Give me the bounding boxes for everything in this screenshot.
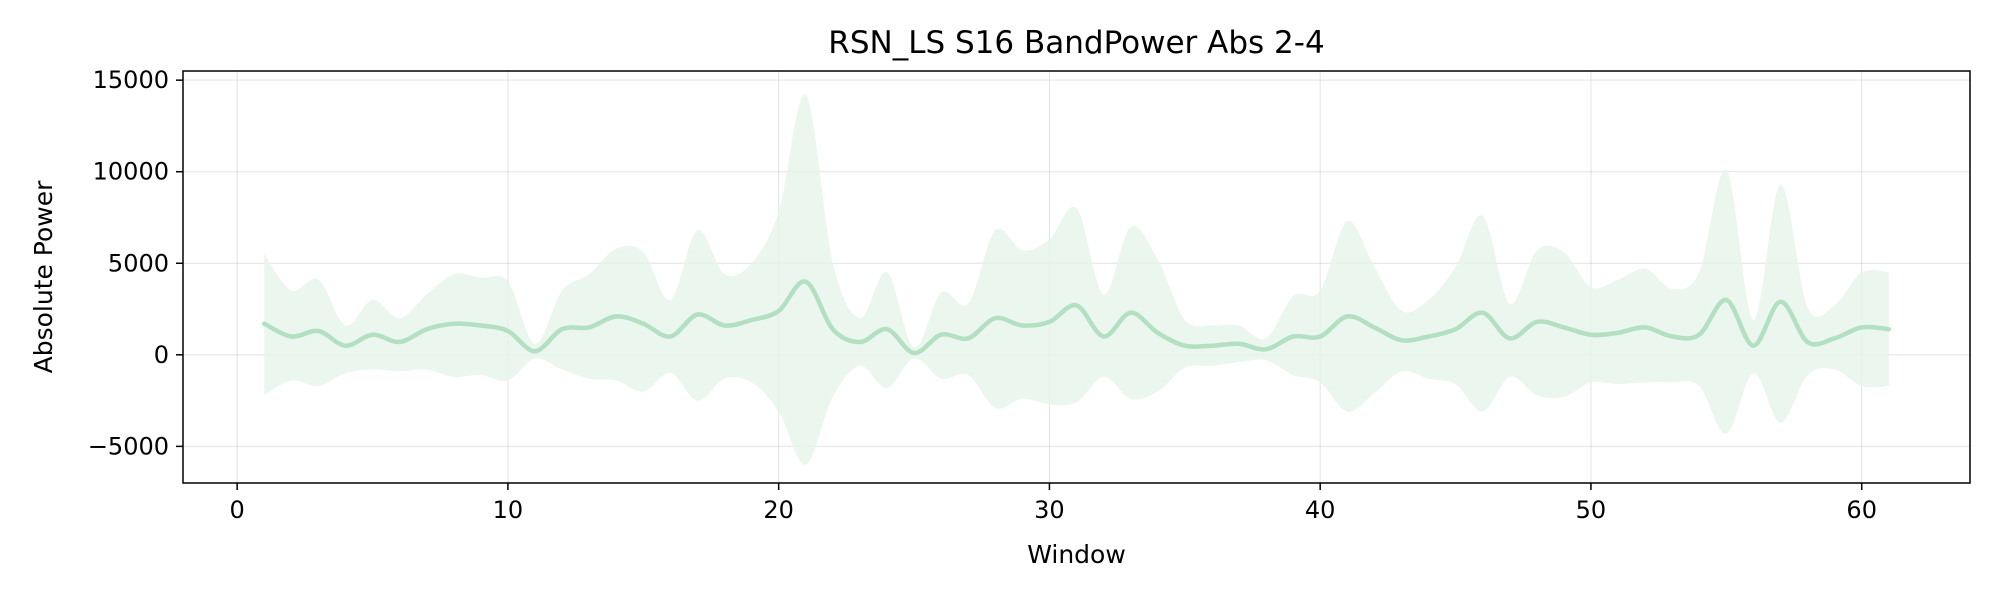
plot-frame [182,70,1971,484]
y-tick-label: 0 [154,341,169,369]
x-tick-label: 40 [1305,496,1336,524]
y-tick-label: 5000 [108,249,169,277]
y-axis-title: Absolute Power [29,180,58,374]
y-tick-label: 10000 [93,158,169,186]
x-tick-label: 30 [1034,496,1065,524]
x-axis-title: Window [1027,540,1126,569]
ticks: 0 10 20 30 40 50 60 −5000 0 5000 10000 15000 [88,66,1877,524]
y-tick-label: −5000 [88,432,169,460]
confidence-band [264,94,1889,465]
x-tick-label: 50 [1576,496,1607,524]
y-tick-label: 15000 [93,66,169,94]
chart-title: RSN_LS S16 BandPower Abs 2-4 [828,25,1324,61]
x-tick-label: 20 [763,496,794,524]
x-tick-label: 60 [1846,496,1877,524]
x-tick-label: 0 [230,496,245,524]
mean-line [261,279,1892,356]
x-tick-label: 10 [493,496,524,524]
